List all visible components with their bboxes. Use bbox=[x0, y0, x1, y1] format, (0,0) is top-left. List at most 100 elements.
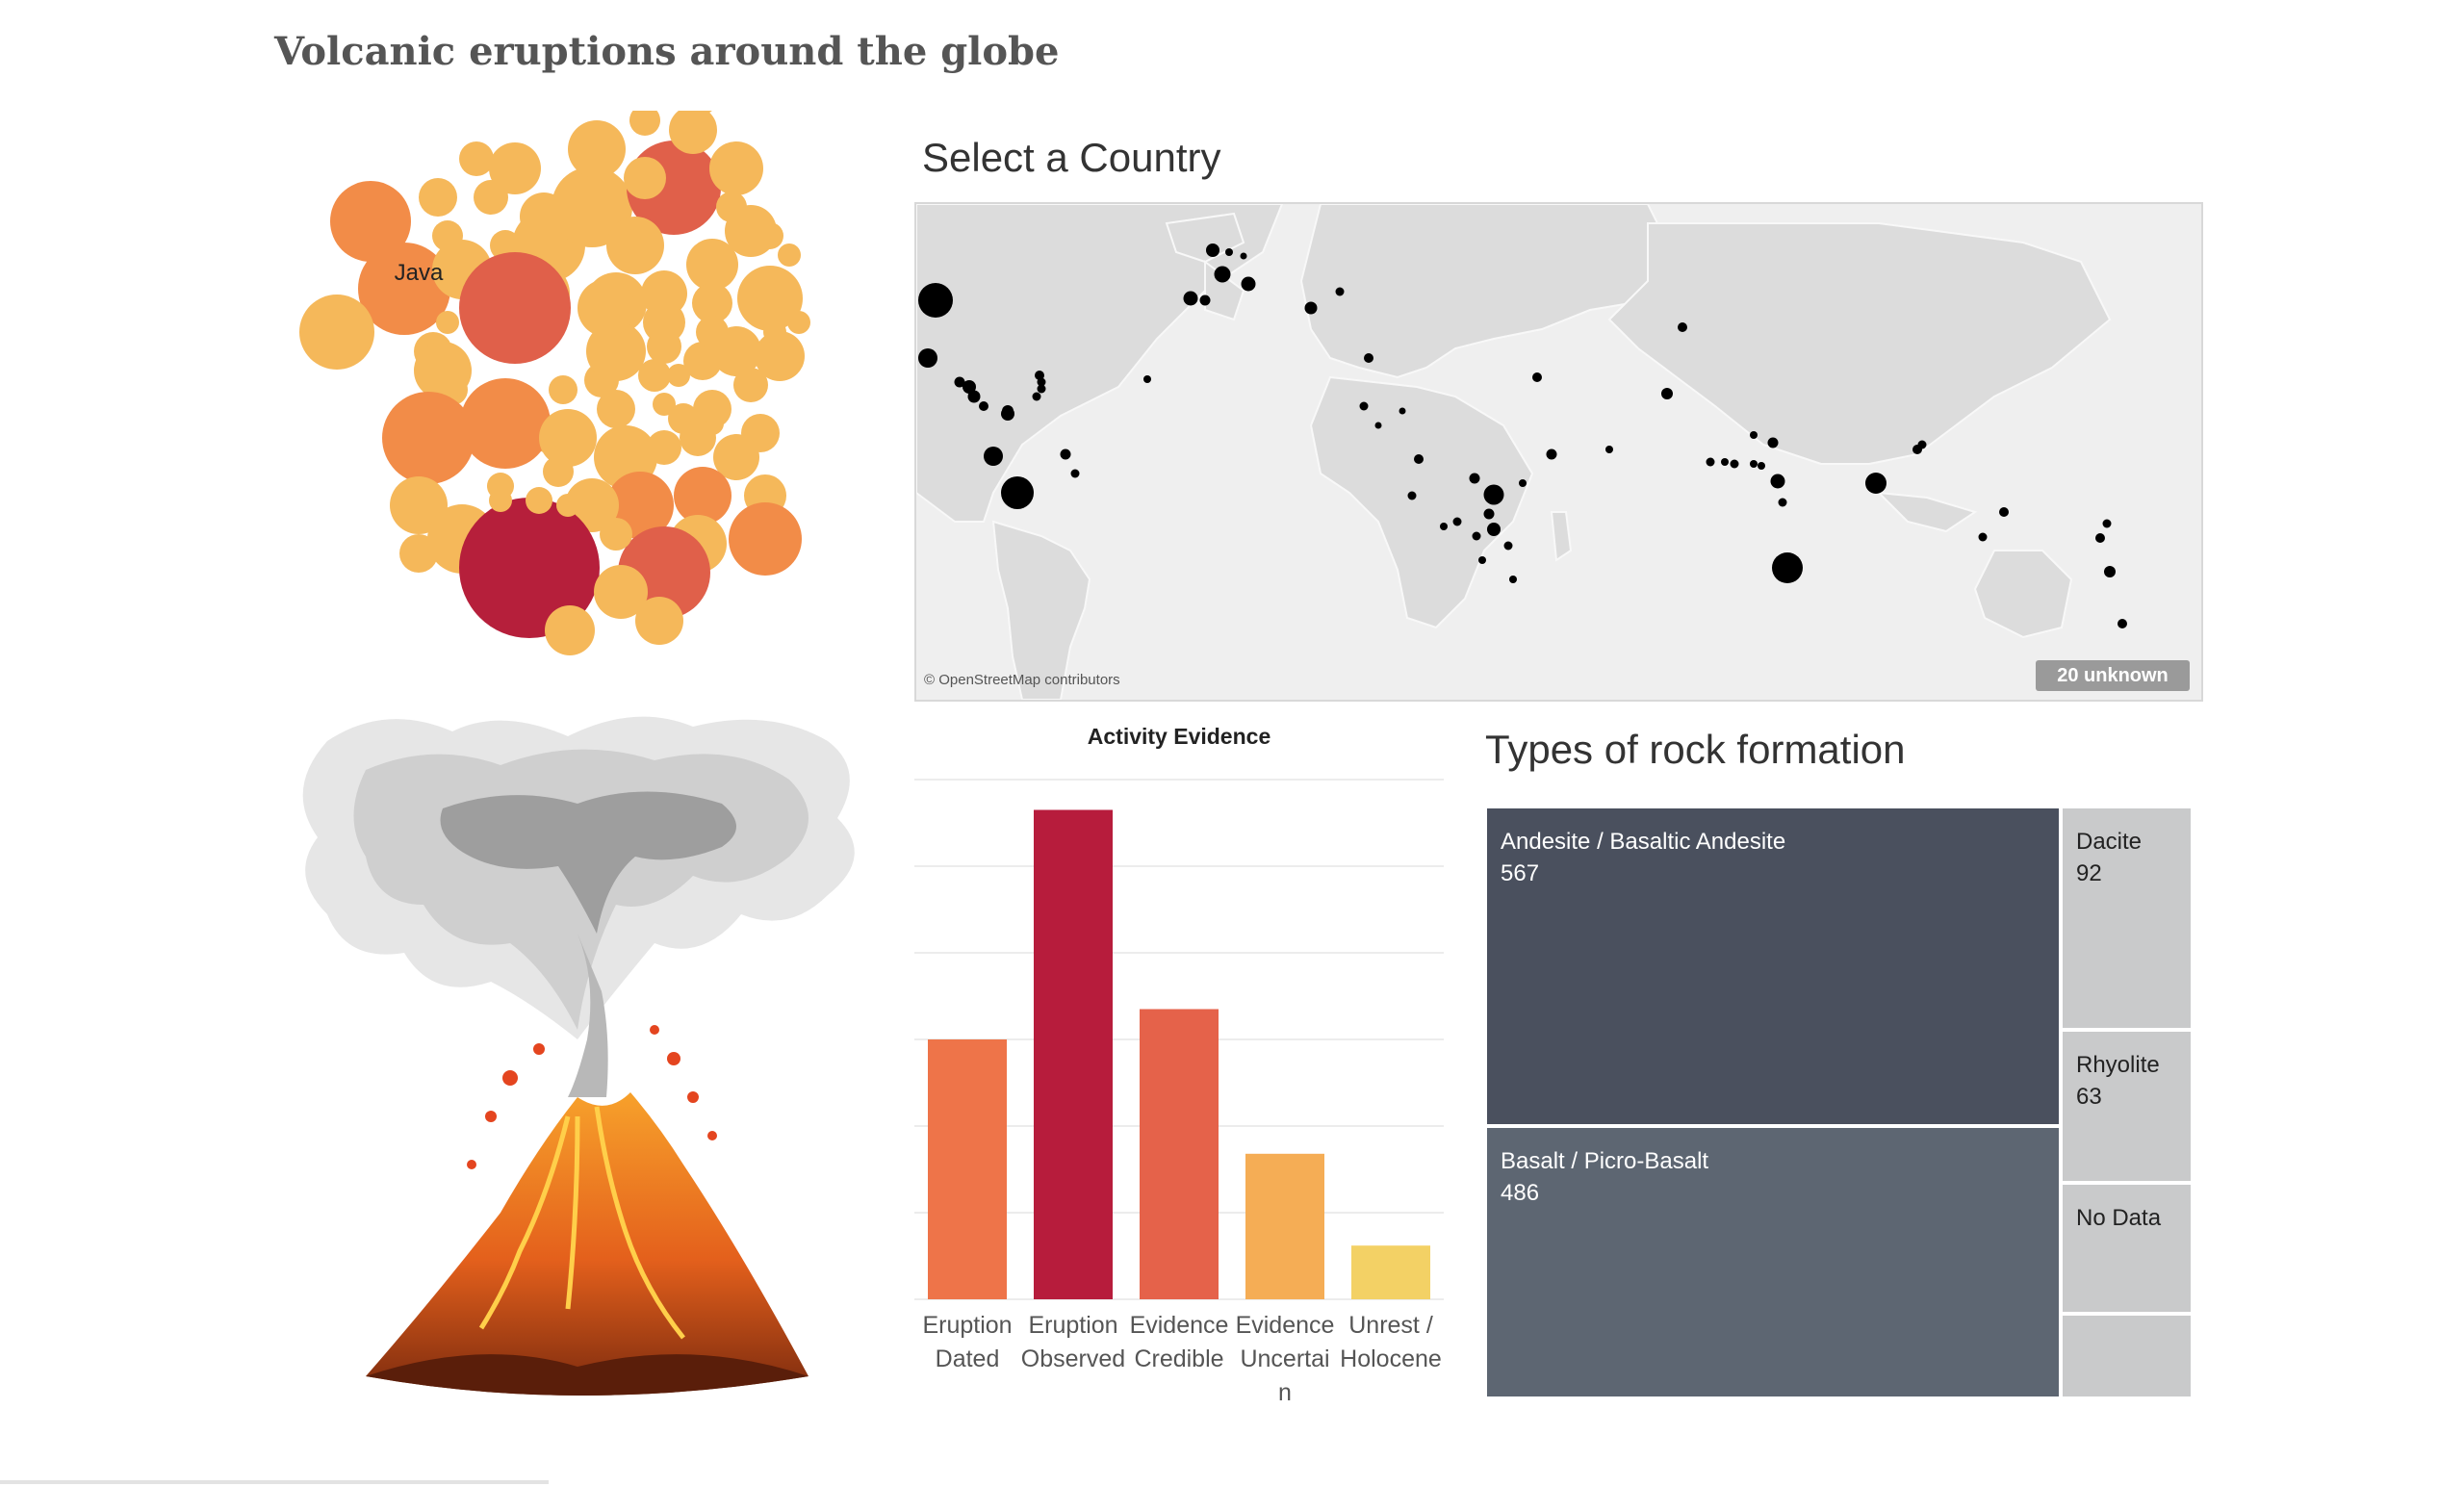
map-canvas[interactable] bbox=[916, 204, 2201, 700]
region-bubble[interactable] bbox=[638, 359, 671, 392]
region-bubble[interactable] bbox=[737, 266, 803, 331]
region-bubble-chart[interactable]: Java bbox=[260, 111, 876, 707]
volcano-marker[interactable] bbox=[979, 401, 988, 411]
region-bubble[interactable] bbox=[549, 375, 578, 404]
region-bubble[interactable] bbox=[647, 430, 681, 465]
volcano-marker[interactable] bbox=[1407, 491, 1417, 500]
region-bubble[interactable] bbox=[552, 167, 632, 247]
region-bubble[interactable] bbox=[696, 316, 729, 348]
treemap-tile-andesite[interactable]: Andesite / Basaltic Andesite 567 bbox=[1485, 807, 2061, 1126]
volcano-marker[interactable] bbox=[1999, 507, 2009, 517]
region-bubble[interactable] bbox=[787, 311, 810, 334]
treemap-tile-no-data[interactable]: No Data bbox=[2061, 1183, 2193, 1314]
volcano-marker[interactable] bbox=[1304, 301, 1318, 315]
region-bubble[interactable] bbox=[692, 283, 732, 323]
volcano-marker[interactable] bbox=[1335, 287, 1345, 296]
volcano-marker[interactable] bbox=[967, 390, 981, 403]
region-bubble[interactable] bbox=[460, 378, 551, 469]
region-bubble[interactable] bbox=[414, 342, 472, 399]
volcano-marker[interactable] bbox=[1452, 517, 1462, 526]
region-bubble[interactable] bbox=[733, 368, 768, 402]
volcano-marker[interactable] bbox=[1546, 448, 1557, 460]
region-bubble[interactable] bbox=[716, 192, 747, 222]
region-bubble[interactable] bbox=[600, 518, 632, 551]
volcano-marker[interactable] bbox=[1770, 474, 1785, 489]
region-bubble[interactable] bbox=[757, 222, 783, 249]
volcano-marker[interactable] bbox=[1032, 392, 1041, 401]
region-bubble[interactable] bbox=[686, 239, 738, 291]
map-attribution[interactable]: © OpenStreetMap contributors bbox=[924, 672, 1120, 688]
region-bubble[interactable] bbox=[299, 295, 374, 370]
bar[interactable] bbox=[1351, 1245, 1430, 1299]
volcano-marker[interactable] bbox=[1001, 407, 1014, 421]
volcano-marker[interactable] bbox=[1414, 454, 1424, 464]
region-bubble[interactable] bbox=[545, 605, 595, 655]
volcano-marker[interactable] bbox=[1758, 462, 1765, 470]
region-bubble[interactable] bbox=[635, 597, 683, 645]
volcano-marker[interactable] bbox=[1772, 552, 1803, 583]
region-bubble[interactable] bbox=[594, 565, 648, 619]
volcano-marker[interactable] bbox=[1359, 401, 1369, 411]
volcano-marker[interactable] bbox=[1035, 371, 1044, 380]
region-bubble[interactable] bbox=[683, 342, 722, 380]
region-bubble[interactable] bbox=[436, 311, 459, 334]
volcano-marker[interactable] bbox=[1183, 291, 1198, 306]
region-bubble[interactable] bbox=[459, 498, 600, 638]
volcano-marker[interactable] bbox=[1778, 498, 1787, 507]
volcano-marker[interactable] bbox=[1060, 448, 1071, 460]
region-bubble[interactable] bbox=[578, 279, 635, 337]
region-bubble[interactable] bbox=[653, 393, 676, 416]
volcano-marker[interactable] bbox=[1917, 440, 1927, 449]
treemap-tile-dacite[interactable]: Dacite 92 bbox=[2061, 807, 2193, 1030]
volcano-marker[interactable] bbox=[1767, 437, 1779, 448]
world-map[interactable] bbox=[914, 202, 2203, 702]
volcano-marker[interactable] bbox=[1143, 375, 1151, 383]
volcano-marker[interactable] bbox=[962, 380, 976, 394]
volcano-marker[interactable] bbox=[1509, 576, 1517, 583]
bar[interactable] bbox=[1034, 809, 1113, 1300]
volcano-marker[interactable] bbox=[918, 348, 937, 368]
volcano-marker[interactable] bbox=[1070, 469, 1080, 478]
volcano-marker[interactable] bbox=[1750, 431, 1758, 439]
region-bubble[interactable] bbox=[432, 220, 463, 251]
volcano-marker[interactable] bbox=[1483, 484, 1504, 505]
volcano-marker[interactable] bbox=[1483, 508, 1495, 520]
treemap-tile-rhyolite[interactable]: Rhyolite 63 bbox=[2061, 1030, 2193, 1183]
volcano-marker[interactable] bbox=[1440, 523, 1448, 530]
region-bubble[interactable] bbox=[586, 321, 646, 381]
volcano-marker[interactable] bbox=[984, 447, 1003, 466]
bar[interactable] bbox=[1245, 1153, 1324, 1299]
region-bubble[interactable] bbox=[399, 534, 438, 573]
volcano-marker[interactable] bbox=[1721, 458, 1729, 466]
volcano-marker[interactable] bbox=[2104, 566, 2116, 577]
volcano-marker[interactable] bbox=[1374, 422, 1382, 429]
volcano-marker[interactable] bbox=[1225, 248, 1233, 256]
region-bubble[interactable] bbox=[358, 243, 450, 335]
volcano-marker[interactable] bbox=[1206, 243, 1219, 257]
region-bubble[interactable] bbox=[606, 217, 664, 274]
region-bubble[interactable] bbox=[419, 178, 457, 217]
region-bubble[interactable] bbox=[629, 111, 660, 136]
volcano-marker[interactable] bbox=[1478, 556, 1486, 564]
region-bubble[interactable] bbox=[624, 157, 666, 199]
region-bubble[interactable] bbox=[556, 494, 579, 517]
region-bubble[interactable] bbox=[669, 111, 717, 154]
region-bubble[interactable] bbox=[459, 252, 571, 364]
volcano-marker[interactable] bbox=[1241, 276, 1256, 292]
region-bubble[interactable] bbox=[763, 320, 786, 344]
region-bubble[interactable] bbox=[674, 467, 732, 525]
region-bubble[interactable] bbox=[489, 489, 512, 512]
volcano-marker[interactable] bbox=[1240, 252, 1247, 260]
region-bubble[interactable] bbox=[390, 476, 448, 534]
region-bubble[interactable] bbox=[755, 331, 805, 381]
activity-evidence-bar-chart[interactable]: EruptionDatedEruptionObservedEvidenceCre… bbox=[914, 760, 1453, 1434]
volcano-marker[interactable] bbox=[1199, 295, 1211, 306]
volcano-marker[interactable] bbox=[1605, 446, 1613, 453]
volcano-marker[interactable] bbox=[1399, 407, 1406, 415]
region-bubble[interactable] bbox=[539, 409, 597, 467]
treemap-tile-basalt[interactable]: Basalt / Picro-Basalt 486 bbox=[1485, 1126, 2061, 1398]
region-bubble[interactable] bbox=[526, 487, 552, 514]
bar[interactable] bbox=[1140, 1009, 1219, 1300]
volcano-marker[interactable] bbox=[2102, 519, 2112, 528]
region-bubble[interactable] bbox=[667, 364, 690, 387]
